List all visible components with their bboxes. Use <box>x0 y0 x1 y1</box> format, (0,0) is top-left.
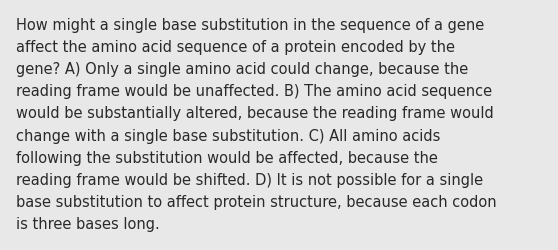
Text: How might a single base substitution in the sequence of a gene
affect the amino : How might a single base substitution in … <box>16 18 496 232</box>
